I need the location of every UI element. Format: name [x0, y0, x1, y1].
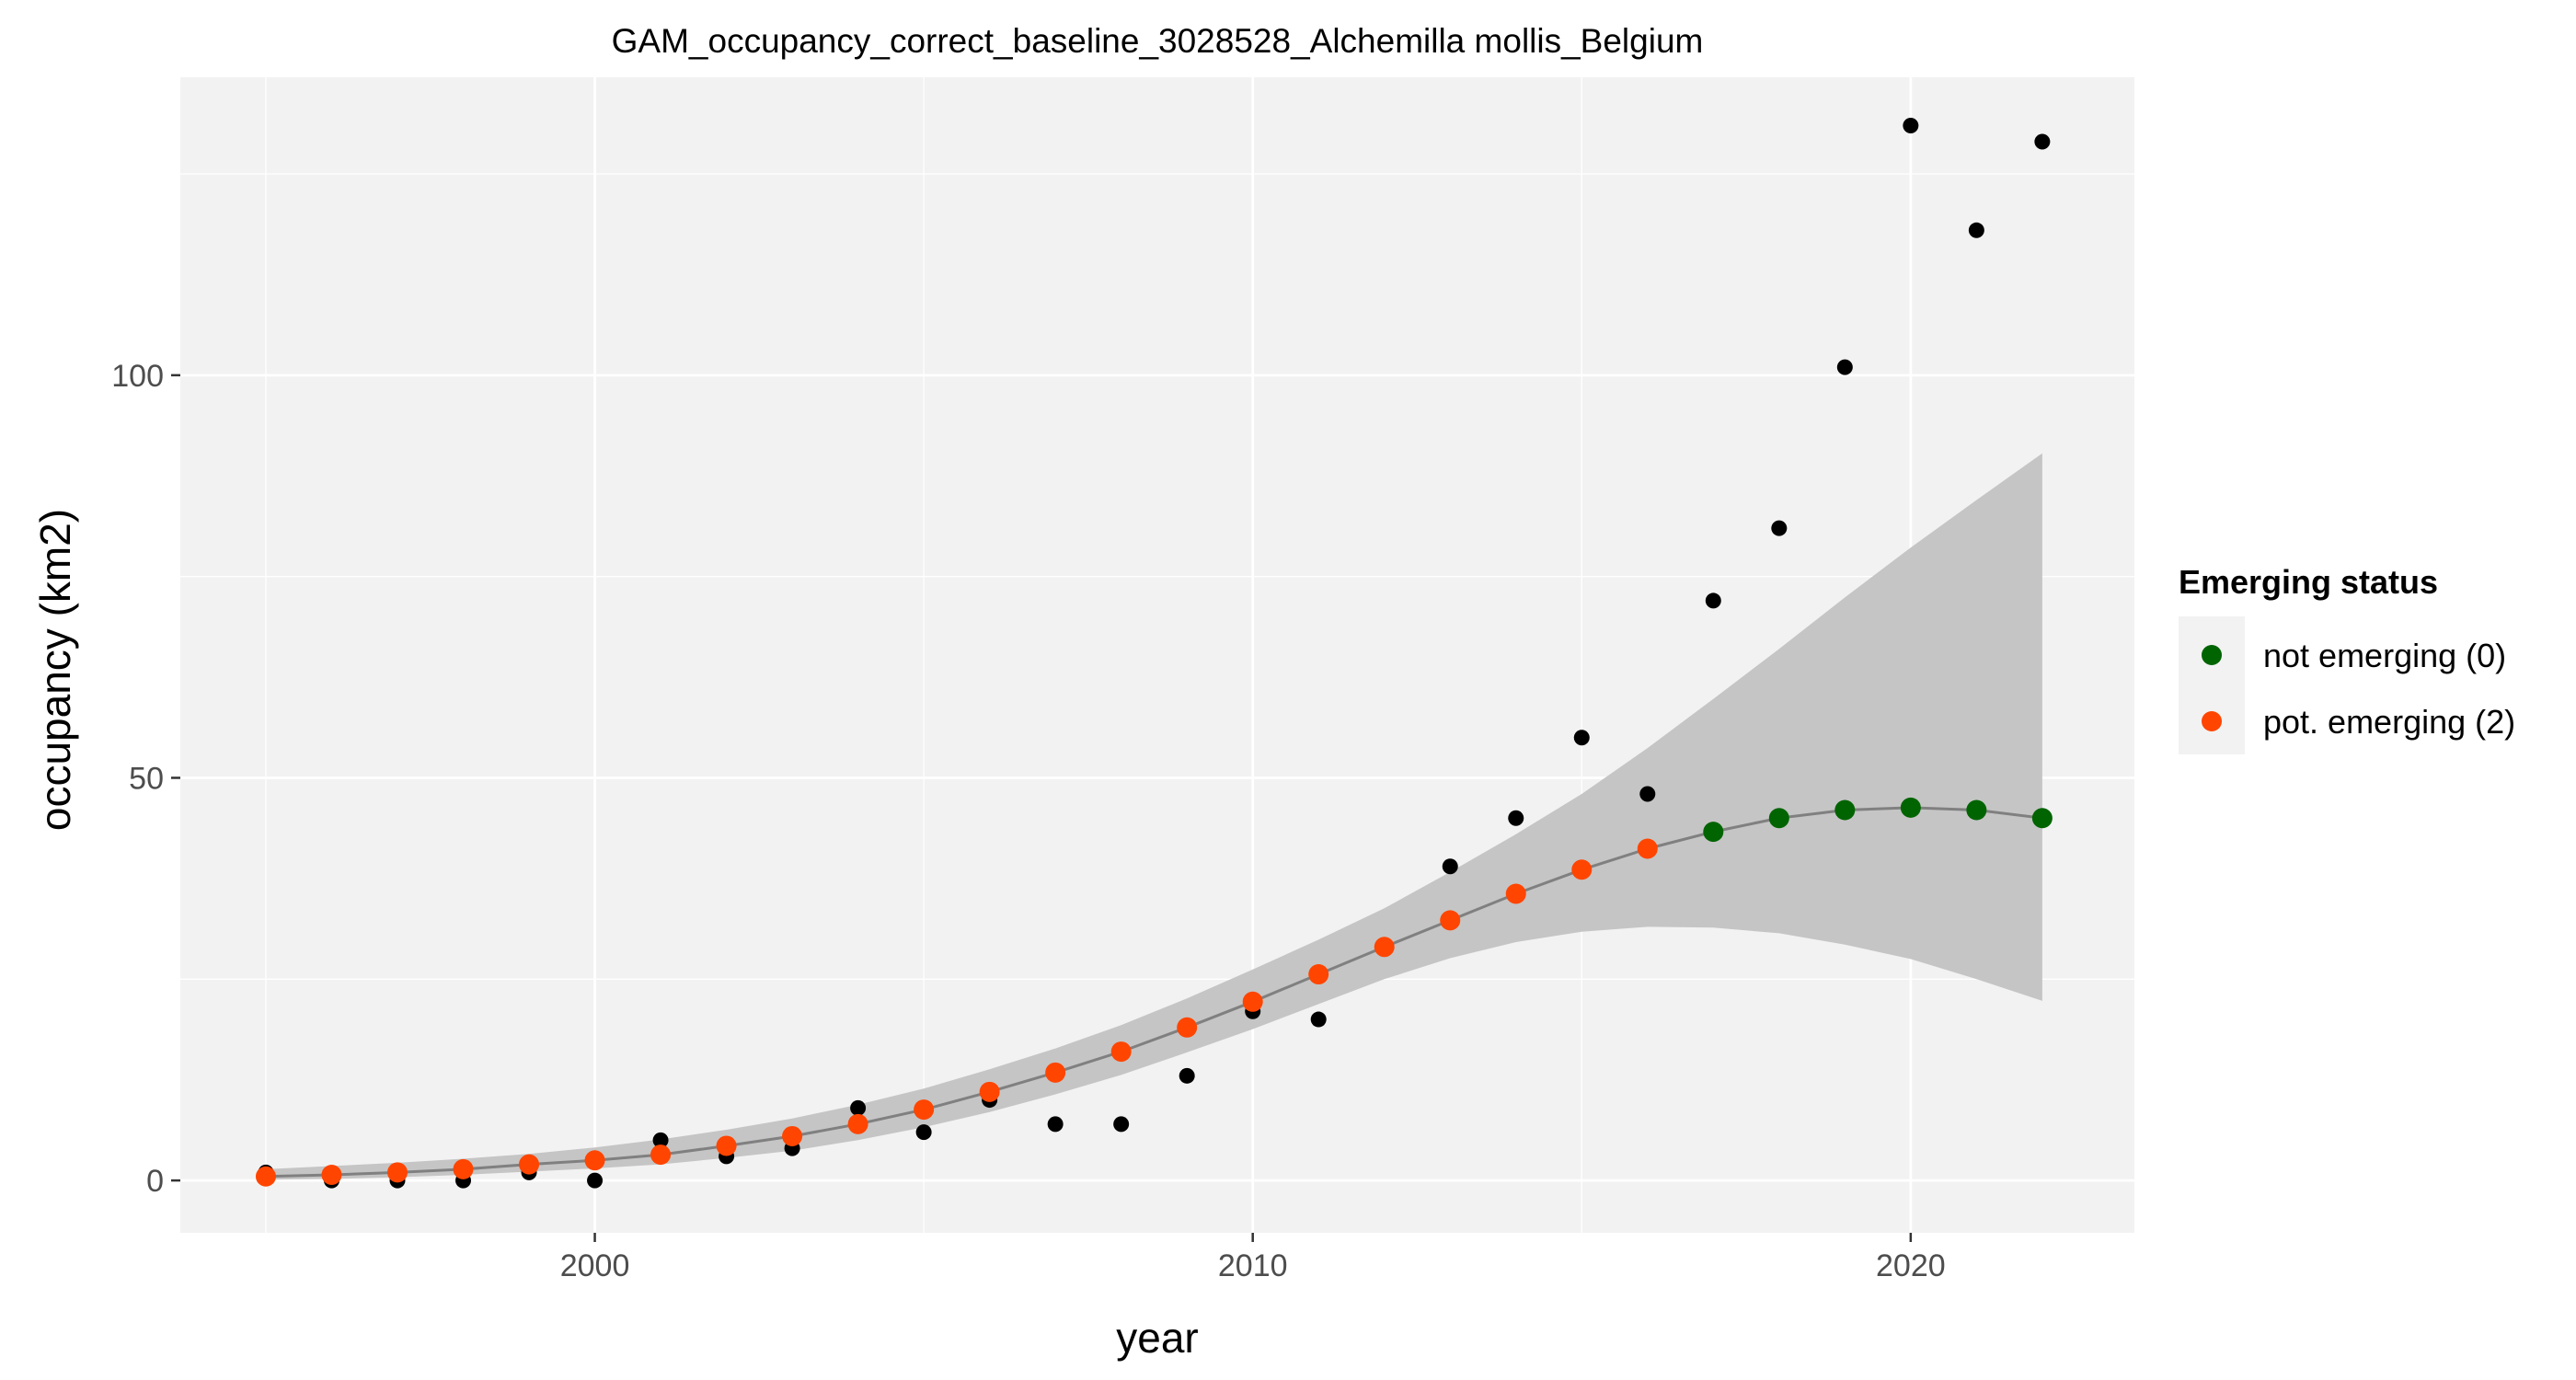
legend: Emerging status not emerging (0) pot. eme… [2179, 563, 2515, 754]
observed-point [1047, 1116, 1064, 1133]
observed-point [1968, 222, 1984, 238]
fitted-point [1045, 1062, 1066, 1083]
fitted-point [1308, 964, 1329, 985]
observed-point [1442, 858, 1458, 875]
observed-point [1113, 1116, 1130, 1133]
fitted-points-layer [255, 797, 2053, 1187]
fitted-point [1637, 838, 1658, 859]
observed-point [915, 1124, 932, 1141]
fitted-point [1110, 1041, 1132, 1063]
legend-label: pot. emerging (2) [2263, 703, 2515, 741]
chart-title: GAM_occupancy_correct_baseline_3028528_A… [612, 22, 1704, 60]
fitted-point [847, 1113, 868, 1134]
y-tick-label: 0 [146, 1164, 164, 1199]
observed-point [1903, 118, 1919, 134]
observed-point [652, 1132, 669, 1148]
fitted-point [1440, 910, 1461, 931]
y-tick-label: 100 [111, 359, 164, 394]
observed-point [1836, 359, 1853, 375]
fitted-point [1834, 799, 1856, 821]
observed-point [1705, 592, 1721, 609]
y-tick-label: 50 [129, 761, 164, 796]
legend-key-background [2179, 616, 2245, 754]
legend-entries: not emerging (0) pot. emerging (2) [2202, 637, 2515, 741]
legend-key-pot-emerging [2202, 711, 2222, 731]
fitted-point [914, 1099, 935, 1121]
fitted-point [650, 1144, 672, 1166]
observed-point [1179, 1067, 1195, 1084]
observed-point [850, 1099, 867, 1116]
fitted-point [716, 1135, 737, 1156]
fitted-point [387, 1162, 408, 1183]
x-axis-title: year [1116, 1314, 1198, 1362]
fitted-point [1242, 991, 1263, 1012]
observed-point [1639, 786, 1656, 802]
fitted-point [1177, 1017, 1198, 1038]
confidence-band [266, 453, 2042, 1180]
fitted-point [1374, 937, 1395, 958]
legend-title: Emerging status [2179, 563, 2438, 601]
fitted-point [321, 1164, 342, 1185]
legend-label: not emerging (0) [2263, 637, 2506, 674]
x-tick-label: 2000 [560, 1248, 630, 1283]
observed-point [2034, 133, 2051, 150]
fitted-point [1505, 883, 1526, 904]
fitted-point [1966, 799, 1987, 821]
fitted-point [1768, 808, 1789, 829]
observed-point [1310, 1011, 1327, 1028]
fitted-point [1571, 859, 1593, 880]
observed-point [1508, 810, 1524, 826]
observed-point [1771, 520, 1788, 536]
confidence-band-layer [266, 453, 2042, 1180]
fitted-point [979, 1081, 1000, 1102]
fitted-line [265, 806, 2043, 1179]
observed-point [1573, 730, 1590, 746]
fitted-point [453, 1158, 474, 1179]
fitted-point [584, 1150, 605, 1171]
y-axis-title: occupancy (km2) [31, 509, 79, 831]
observed-point [587, 1172, 604, 1189]
fitted-point [1703, 822, 1724, 843]
axes: 2000 2010 2020 0 50 100 [111, 359, 1945, 1283]
legend-key-not-emerging [2202, 645, 2222, 665]
x-tick-label: 2010 [1218, 1248, 1288, 1283]
fitted-point [782, 1125, 803, 1146]
fitted-point [2031, 808, 2053, 829]
fitted-point [1900, 797, 1921, 818]
fitted-line-layer [265, 806, 2043, 1179]
fitted-point [519, 1154, 540, 1175]
x-tick-label: 2020 [1876, 1248, 1946, 1283]
fitted-point [255, 1166, 276, 1187]
